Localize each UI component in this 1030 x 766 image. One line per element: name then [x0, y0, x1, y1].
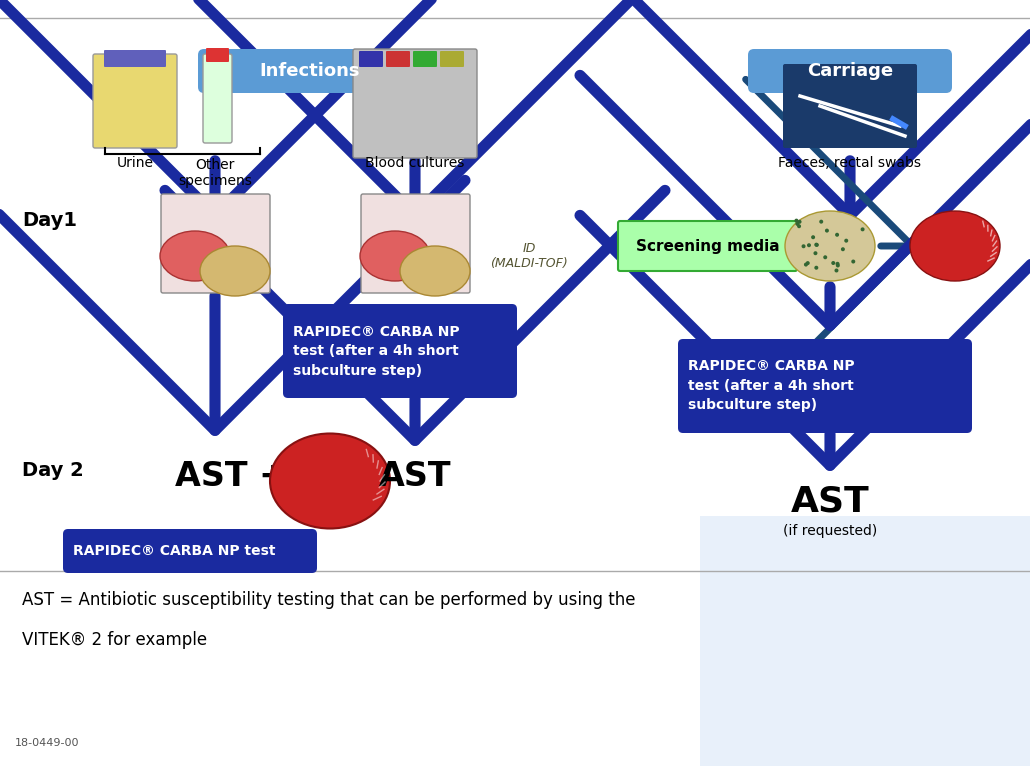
Circle shape — [861, 228, 864, 231]
Text: (if requested): (if requested) — [783, 524, 878, 538]
Circle shape — [814, 251, 818, 255]
FancyBboxPatch shape — [360, 194, 470, 293]
FancyBboxPatch shape — [440, 51, 464, 67]
Text: Faeces, rectal swabs: Faeces, rectal swabs — [779, 156, 922, 170]
Ellipse shape — [160, 231, 230, 281]
Circle shape — [794, 218, 798, 223]
Text: Day1: Day1 — [22, 211, 77, 231]
Text: AST: AST — [379, 460, 451, 493]
FancyBboxPatch shape — [413, 51, 437, 67]
FancyBboxPatch shape — [386, 51, 410, 67]
FancyBboxPatch shape — [700, 516, 1030, 766]
Text: RAPIDEC® CARBA NP
test (after a 4h short
subculture step): RAPIDEC® CARBA NP test (after a 4h short… — [688, 359, 855, 413]
FancyBboxPatch shape — [206, 48, 229, 62]
Ellipse shape — [200, 246, 270, 296]
Circle shape — [797, 220, 801, 224]
FancyBboxPatch shape — [93, 54, 177, 148]
Circle shape — [797, 224, 801, 228]
Circle shape — [835, 262, 839, 266]
Circle shape — [815, 243, 818, 247]
Circle shape — [825, 228, 829, 233]
Circle shape — [805, 261, 810, 265]
Text: AST = Antibiotic susceptibility testing that can be performed by using the: AST = Antibiotic susceptibility testing … — [22, 591, 636, 609]
Text: AST: AST — [791, 484, 869, 518]
Text: Other
specimens: Other specimens — [178, 158, 252, 188]
Text: Urine: Urine — [116, 156, 153, 170]
Ellipse shape — [360, 231, 430, 281]
Circle shape — [815, 243, 819, 247]
Text: Screening media: Screening media — [637, 238, 780, 254]
FancyBboxPatch shape — [359, 51, 383, 67]
Circle shape — [811, 235, 815, 239]
Ellipse shape — [400, 246, 470, 296]
Circle shape — [819, 220, 823, 224]
FancyBboxPatch shape — [63, 529, 317, 573]
Circle shape — [835, 233, 839, 237]
Text: RAPIDEC® CARBA NP
test (after a 4h short
subculture step): RAPIDEC® CARBA NP test (after a 4h short… — [293, 325, 459, 378]
FancyBboxPatch shape — [748, 49, 952, 93]
Circle shape — [851, 260, 855, 264]
Circle shape — [840, 247, 845, 251]
Circle shape — [806, 244, 811, 247]
FancyBboxPatch shape — [783, 64, 917, 148]
Text: AST +: AST + — [175, 460, 287, 493]
Circle shape — [804, 263, 808, 267]
Circle shape — [845, 239, 849, 243]
Text: ID
(MALDI-TOF): ID (MALDI-TOF) — [490, 242, 568, 270]
FancyBboxPatch shape — [198, 49, 422, 93]
Circle shape — [823, 255, 827, 259]
Ellipse shape — [909, 211, 1000, 281]
Text: Infections: Infections — [260, 62, 360, 80]
Circle shape — [835, 264, 839, 267]
Ellipse shape — [785, 211, 876, 281]
FancyBboxPatch shape — [283, 304, 517, 398]
Circle shape — [834, 269, 838, 273]
Ellipse shape — [270, 434, 390, 529]
FancyBboxPatch shape — [203, 54, 232, 143]
Text: Day 2: Day 2 — [22, 461, 83, 480]
Circle shape — [815, 266, 818, 270]
Text: VITEK® 2 for example: VITEK® 2 for example — [22, 631, 207, 649]
Circle shape — [801, 244, 805, 248]
FancyBboxPatch shape — [161, 194, 270, 293]
Circle shape — [831, 261, 835, 265]
Circle shape — [795, 222, 799, 226]
Text: Carriage: Carriage — [806, 62, 893, 80]
FancyBboxPatch shape — [678, 339, 972, 433]
FancyBboxPatch shape — [104, 50, 166, 67]
Text: Blood cultures: Blood cultures — [366, 156, 465, 170]
FancyBboxPatch shape — [353, 49, 477, 158]
Text: RAPIDEC® CARBA NP test: RAPIDEC® CARBA NP test — [73, 544, 275, 558]
Text: 18-0449-00: 18-0449-00 — [15, 738, 79, 748]
FancyBboxPatch shape — [618, 221, 797, 271]
